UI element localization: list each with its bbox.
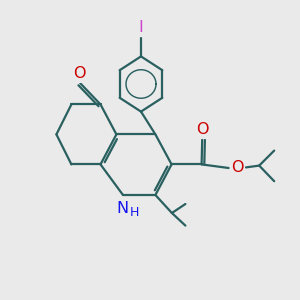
Text: O: O [231, 160, 244, 175]
Text: N: N [116, 201, 128, 216]
Text: O: O [196, 122, 208, 137]
Text: H: H [130, 206, 139, 219]
Text: I: I [139, 20, 143, 35]
Text: O: O [74, 66, 86, 81]
